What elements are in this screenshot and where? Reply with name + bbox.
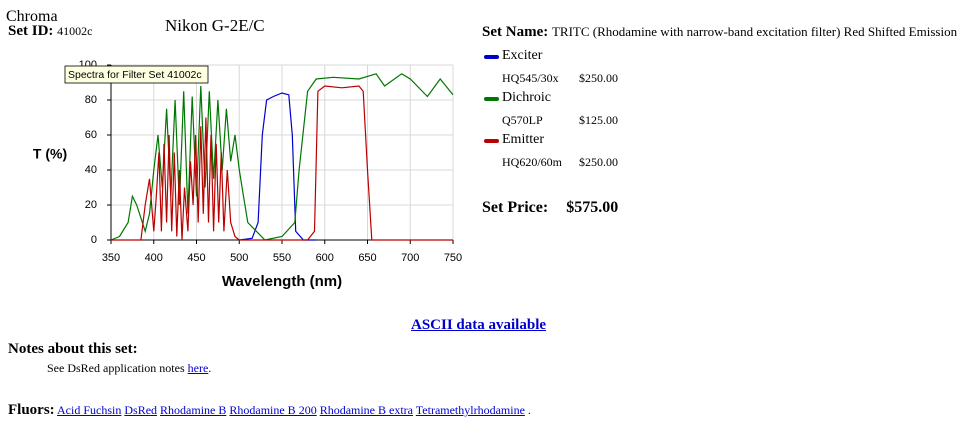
fluor-link[interactable]: Rhodamine B — [160, 403, 227, 417]
y-tick-label: 80 — [85, 94, 97, 106]
component-price: $250.00 — [579, 155, 618, 169]
component-price: $125.00 — [579, 113, 618, 127]
brand: Chroma — [6, 8, 58, 25]
notes-title: Notes about this set: — [8, 341, 138, 357]
y-tick-label: 40 — [85, 164, 97, 176]
set-name: Set Name: TRITC (Rhodamine with narrow-b… — [482, 24, 957, 41]
x-tick-label: 400 — [145, 252, 163, 264]
ascii-link[interactable]: ASCII data available — [411, 317, 547, 333]
series-line — [239, 92, 317, 241]
series-line — [111, 85, 453, 241]
set-price-value: $575.00 — [566, 199, 619, 216]
fluor-link[interactable]: Tetramethylrhodamine — [415, 403, 525, 417]
set-id: Set ID: 41002c — [8, 23, 93, 40]
y-tick-label: 0 — [91, 234, 97, 246]
tooltip: Spectra for Filter Set 41002c — [68, 69, 202, 81]
x-tick-label: 750 — [444, 252, 462, 264]
notes-end: . — [208, 361, 212, 375]
y-tick-label: 20 — [85, 199, 97, 211]
series-line — [110, 73, 454, 241]
component-part: Q570LP — [502, 113, 543, 127]
legend-label: Dichroic — [502, 90, 551, 105]
set-name-value: TRITC (Rhodamine with narrow-band excita… — [551, 24, 958, 39]
notes-link[interactable]: here — [187, 361, 209, 375]
legend-label: Exciter — [502, 48, 543, 63]
fluors: Fluors: Acid Fuchsin DsRed Rhodamine B R… — [8, 402, 531, 419]
component-part: HQ545/30x — [502, 71, 559, 85]
set-price-label: Set Price: — [482, 199, 549, 216]
component-part: HQ620/60m — [502, 155, 562, 169]
y-tick-label: 60 — [85, 129, 97, 141]
legend-swatch — [484, 139, 499, 143]
tooltip-box — [64, 65, 209, 84]
notes-body: See DsRed application notes — [47, 361, 185, 375]
fluor-link[interactable]: Rhodamine B extra — [319, 403, 413, 417]
fluors-label: Fluors: — [8, 402, 55, 418]
set-price: Set Price: $575.00 — [482, 199, 618, 217]
product: Nikon G-2E/C — [165, 16, 265, 35]
fluors-end: . — [527, 403, 531, 417]
notes-text: See DsRed application notes here. — [47, 361, 211, 376]
x-tick-label: 600 — [316, 252, 334, 264]
set-name-label: Set Name: — [482, 24, 549, 40]
x-tick-label: 700 — [401, 252, 419, 264]
legend-swatch — [484, 97, 499, 101]
x-tick-label: 650 — [358, 252, 376, 264]
set-id-value: 41002c — [57, 24, 93, 38]
fluor-link[interactable]: Acid Fuchsin — [57, 403, 122, 417]
fluor-link[interactable]: Rhodamine B 200 — [229, 403, 317, 417]
component-price: $250.00 — [579, 71, 618, 85]
legend-label: Emitter — [502, 132, 544, 147]
x-tick-label: 350 — [102, 252, 120, 264]
y-axis-label: T (%) — [33, 146, 67, 162]
legend: Exciter HQ545/30x $250.00 Dichroic Q570LP $12… — [482, 48, 682, 188]
x-tick-label: 450 — [187, 252, 205, 264]
ascii-link-wrap: ASCII data available — [411, 317, 546, 334]
legend-swatch — [484, 55, 499, 59]
x-tick-label: 500 — [230, 252, 248, 264]
fluor-link[interactable]: DsRed — [124, 403, 158, 417]
set-id-label: Set ID: — [8, 23, 54, 39]
x-tick-label: 550 — [273, 252, 291, 264]
x-axis-label: Wavelength (nm) — [222, 273, 342, 290]
